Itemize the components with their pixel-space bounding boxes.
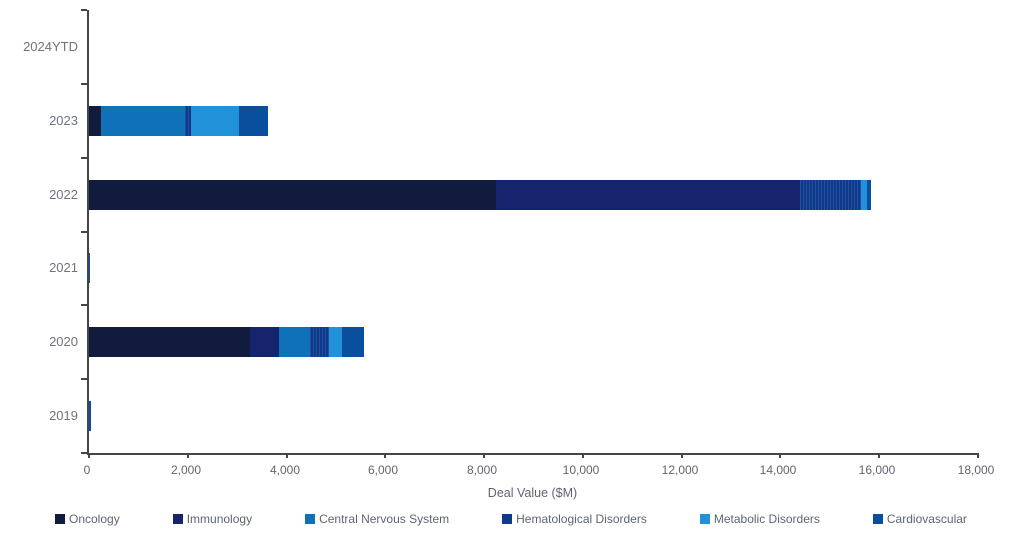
x-axis-tick-label: 0 [83,463,91,477]
y-axis-tick [81,9,87,11]
y-axis-tick [81,378,87,380]
bar-row-2023 [89,106,268,136]
x-axis-tick [483,453,485,458]
legend-swatch-icon [55,514,65,524]
legend: Oncology Immunology Central Nervous System… [55,512,967,526]
bar-segment-oncology [89,180,497,210]
y-axis-label-2019: 2019 [49,408,78,423]
bar-segment-immunology [249,327,280,357]
bar-segment-cardiovascular [342,327,365,357]
bar-row-2022 [89,180,871,210]
bar-segment-cardiovascular [238,106,268,136]
x-axis-tick [384,453,386,458]
y-axis-tick [81,83,87,85]
bar-segment-hematological-disorders [185,106,192,136]
x-axis-tick [878,453,880,458]
x-axis-tick [88,453,90,458]
bar-segment-metabolic-disorders [329,327,343,357]
legend-item-oncology: Oncology [55,512,120,526]
y-axis-label-2021: 2021 [49,260,78,275]
bar-segment-oncology [89,327,250,357]
bar-segment-hematological-disorders [310,327,329,357]
legend-label: Metabolic Disorders [713,512,820,526]
legend-swatch-icon [699,514,710,524]
y-axis-tick [81,231,87,233]
legend-item-central-nervous-system: Central Nervous System [305,512,449,526]
y-axis-label-2020: 2020 [49,334,78,349]
x-axis-tick-label: 18,000 [957,463,995,477]
legend-swatch-icon [502,514,513,524]
y-axis-tick [81,157,87,159]
x-axis-tick [779,453,781,458]
y-axis-label-2022: 2022 [49,187,78,202]
bar-segment-immunology [496,180,801,210]
bar-row-2021 [89,253,91,283]
x-axis-tick-label: 14,000 [759,463,797,477]
legend-item-immunology: Immunology [172,512,253,526]
x-axis-tick-label: 8,000 [466,463,498,477]
bar-segment-cardiovascular [89,401,91,431]
bar-segment-central-nervous-system [279,327,311,357]
bar-segment-metabolic-disorders [191,106,239,136]
x-axis-tick-label: 12,000 [661,463,699,477]
y-axis-label-2023: 2023 [49,113,78,128]
bar-segment-cardiovascular [89,253,91,283]
legend-label: Hematological Disorders [516,512,647,526]
x-axis-tick-label: 2,000 [170,463,202,477]
x-axis-tick [286,453,288,458]
x-axis-tick-label: 16,000 [858,463,896,477]
bar-row-2019 [89,401,91,431]
x-axis-tick-label: 10,000 [562,463,600,477]
x-axis-tick [582,453,584,458]
x-axis-tick [977,453,979,458]
x-axis-tick [187,453,189,458]
bar-segment-oncology [89,106,102,136]
x-axis-title: Deal Value ($M) [487,486,578,500]
legend-label: Oncology [69,512,120,526]
x-axis-tick [681,453,683,458]
legend-swatch-icon [872,514,883,524]
legend-label: Immunology [186,512,253,526]
legend-swatch-icon [172,514,183,524]
bar-segment-cardiovascular [866,180,871,210]
legend-swatch-icon [305,514,316,524]
x-axis-tick-label: 4,000 [269,463,301,477]
legend-item-hematological-disorders: Hematological Disorders [502,512,647,526]
y-axis-tick [81,304,87,306]
legend-item-cardiovascular: Cardiovascular [872,512,967,526]
bar-segment-central-nervous-system [101,106,186,136]
bar-segment-metabolic-disorders [860,180,867,210]
bar-row-2020 [89,327,365,357]
legend-item-metabolic-disorders: Metabolic Disorders [699,512,820,526]
y-axis-tick [81,452,87,454]
y-axis-label-2024YTD: 2024YTD [23,39,78,54]
legend-label: Cardiovascular [886,512,967,526]
x-axis-tick-label: 6,000 [367,463,399,477]
plot-area [81,9,979,458]
bar-segment-hematological-disorders [800,180,861,210]
legend-label: Central Nervous System [319,512,450,526]
